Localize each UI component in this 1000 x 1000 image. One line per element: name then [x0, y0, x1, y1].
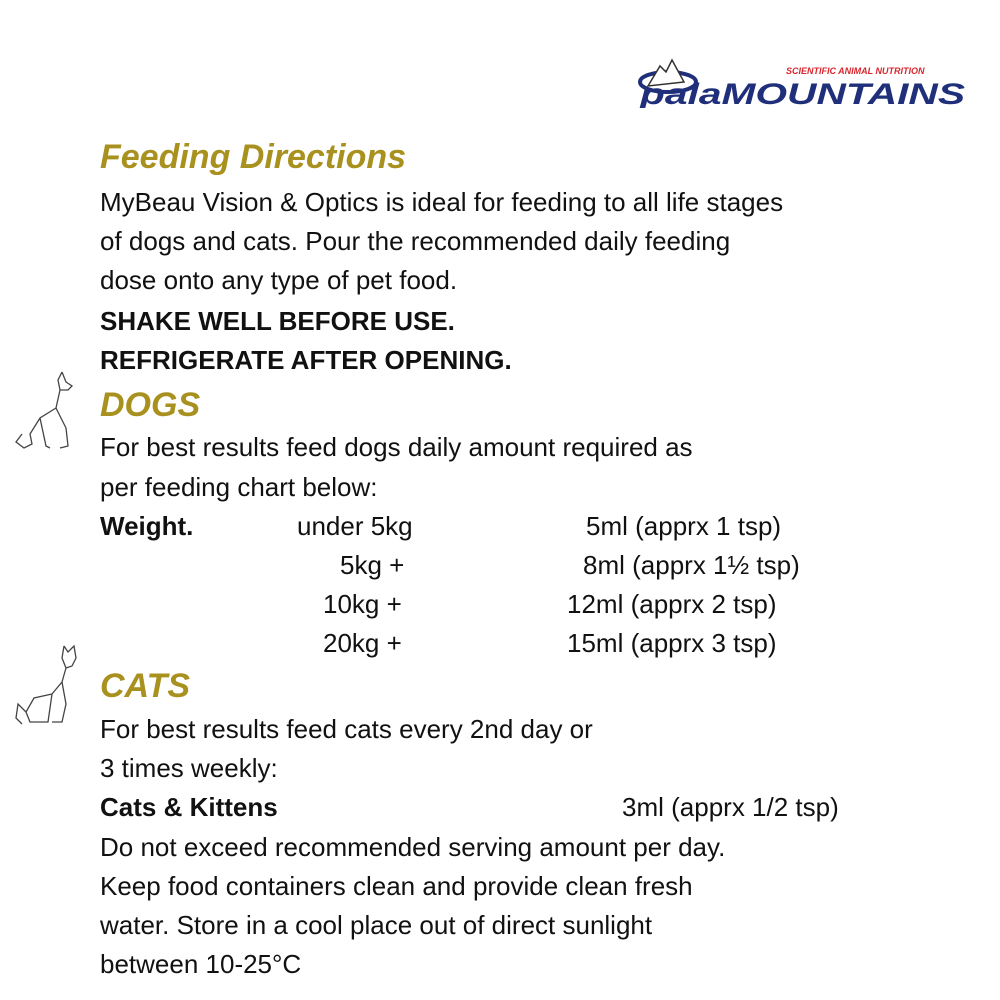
dog-dose: 8ml (apprx 1½ tsp)	[583, 550, 800, 580]
logo-prefix: pala	[639, 78, 722, 108]
page-title: Feeding Directions	[100, 138, 407, 176]
dog-weight: 10kg +	[323, 589, 402, 619]
footer-line: Do not exceed recommended serving amount…	[100, 832, 726, 862]
weight-label: Weight.	[100, 511, 194, 541]
warning-shake: SHAKE WELL BEFORE USE.	[100, 306, 455, 336]
dogs-heading: DOGS	[100, 386, 201, 424]
footer-line: water. Store in a cool place out of dire…	[100, 910, 653, 940]
dog-weight: 5kg +	[340, 550, 405, 580]
logo-tagline: SCIENTIFIC ANIMAL NUTRITION	[786, 66, 925, 76]
dogs-text: For best results feed dogs daily amount …	[100, 432, 693, 462]
warning-refrigerate: REFRIGERATE AFTER OPENING.	[100, 345, 512, 375]
footer-line: Keep food containers clean and provide c…	[100, 871, 693, 901]
dog-dose: 15ml (apprx 3 tsp)	[567, 628, 777, 658]
dog-icon	[15, 371, 74, 449]
cats-dose: 3ml (apprx 1/2 tsp)	[622, 792, 839, 822]
dog-weight: 20kg +	[323, 628, 402, 658]
dog-dose: 12ml (apprx 2 tsp)	[567, 589, 777, 619]
intro-line: dose onto any type of pet food.	[100, 265, 458, 295]
footer-line: between 10-25°C	[100, 949, 302, 979]
cats-text: For best results feed cats every 2nd day…	[100, 714, 593, 744]
cat-icon	[15, 644, 77, 725]
dog-weight: under 5kg	[297, 511, 413, 541]
logo-main: MOUNTAINS	[721, 78, 965, 108]
cats-label: Cats & Kittens	[100, 792, 278, 822]
intro-line: MyBeau Vision & Optics is ideal for feed…	[100, 187, 784, 217]
intro-line: of dogs and cats. Pour the recommended d…	[100, 226, 731, 256]
dogs-text: per feeding chart below:	[100, 472, 378, 502]
cats-heading: CATS	[100, 667, 191, 705]
cats-text: 3 times weekly:	[100, 753, 278, 783]
pala-mountains-logo: SCIENTIFIC ANIMAL NUTRITION pala MOUNTAIN…	[638, 58, 965, 108]
dog-dose: 5ml (apprx 1 tsp)	[586, 511, 782, 541]
